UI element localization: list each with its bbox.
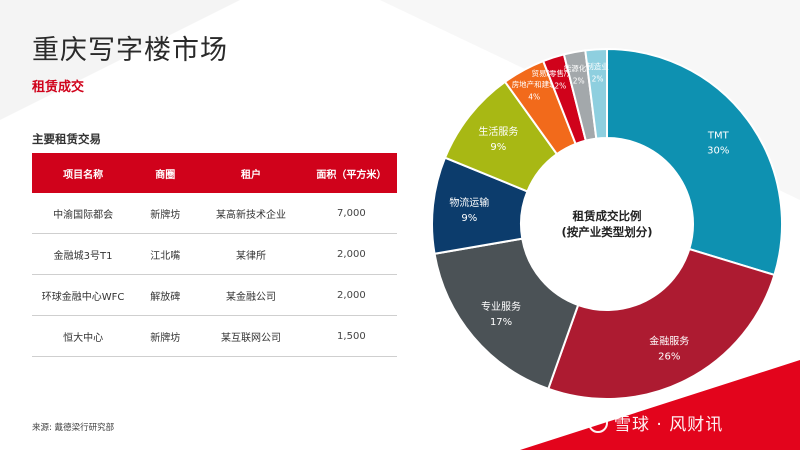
cell-district: 新牌坊	[134, 193, 197, 234]
slice-label: 金融服务	[649, 335, 689, 348]
page-title: 重庆写字楼市场	[32, 35, 228, 66]
slice-label: TMT	[707, 131, 730, 142]
source-note: 来源: 戴德梁行研究部	[32, 423, 115, 433]
snowball-logo-icon	[588, 413, 608, 433]
slice-label: 贸易/零售/消费品	[532, 68, 590, 78]
pie-slice	[584, 47, 608, 140]
pie-slice	[433, 237, 580, 391]
slice-label: 房地产和建筑	[512, 79, 557, 89]
slice-value-label: 30%	[707, 146, 729, 157]
column-header-project: 项目名称	[32, 153, 135, 193]
slice-value-label: 2%	[592, 74, 604, 83]
slice-value-label: 9%	[461, 213, 477, 224]
cell-district: 新牌坊	[134, 315, 197, 357]
lease-deals-table: 项目名称 商圈 租户 面积（平方米） 中渝国际都会 新牌坊 某高新技术企业 7,…	[32, 153, 397, 357]
table-row: 金融城3号T1 江北嘴 某律所 2,000	[32, 233, 397, 275]
cell-tenant: 某高新技术企业	[196, 193, 306, 234]
watermark: 雪球 · 风财讯	[588, 410, 723, 435]
cell-project: 恒大中心	[32, 315, 135, 357]
slice-label: 生活服务	[478, 125, 518, 138]
slice-value-label: 4%	[528, 92, 540, 101]
slice-value-label: 17%	[490, 317, 512, 328]
column-header-district: 商圈	[134, 153, 197, 193]
cell-district: 解放碑	[134, 274, 197, 316]
cell-project: 金融城3号T1	[32, 233, 135, 275]
column-header-area: 面积（平方米）	[305, 153, 397, 193]
chart-center-title: (按产业类型划分)	[561, 225, 652, 239]
cell-project: 环球金融中心WFC	[32, 274, 135, 316]
watermark-text: 雪球 · 风财讯	[614, 415, 724, 435]
cell-tenant: 某金融公司	[196, 274, 306, 316]
slice-value-label: 2%	[554, 81, 566, 90]
pie-slice	[547, 247, 776, 400]
chart-center-title: 租赁成交比例	[573, 209, 642, 223]
table-title: 主要租赁交易	[32, 132, 101, 146]
pie-slice	[606, 47, 783, 277]
cell-project: 中渝国际都会	[32, 193, 135, 234]
cell-area: 1,500	[305, 315, 397, 357]
column-header-tenant: 租户	[196, 153, 306, 193]
table-row: 恒大中心 新牌坊 某互联网公司 1,500	[32, 315, 397, 357]
slice-label: 专业服务	[481, 300, 521, 313]
slice-value-label: 26%	[658, 352, 680, 363]
cell-tenant: 某律所	[196, 233, 306, 275]
slice-label: 能源化工	[564, 63, 594, 73]
cell-area: 2,000	[305, 274, 397, 316]
cell-area: 7,000	[305, 193, 397, 234]
cell-district: 江北嘴	[134, 233, 197, 275]
cell-area: 2,000	[305, 233, 397, 275]
cell-tenant: 某互联网公司	[196, 315, 306, 357]
slice-value-label: 9%	[490, 142, 506, 153]
table-row: 环球金融中心WFC 解放碑 某金融公司 2,000	[32, 274, 397, 316]
slice-label: 物流运输	[449, 196, 489, 209]
table-row: 中渝国际都会 新牌坊 某高新技术企业 7,000	[32, 193, 397, 234]
slice-label: 制造业	[586, 61, 609, 71]
page-subtitle: 租赁成交	[32, 80, 85, 95]
slice-value-label: 2%	[573, 77, 585, 86]
table-header-row: 项目名称 商圈 租户 面积（平方米）	[32, 153, 397, 193]
